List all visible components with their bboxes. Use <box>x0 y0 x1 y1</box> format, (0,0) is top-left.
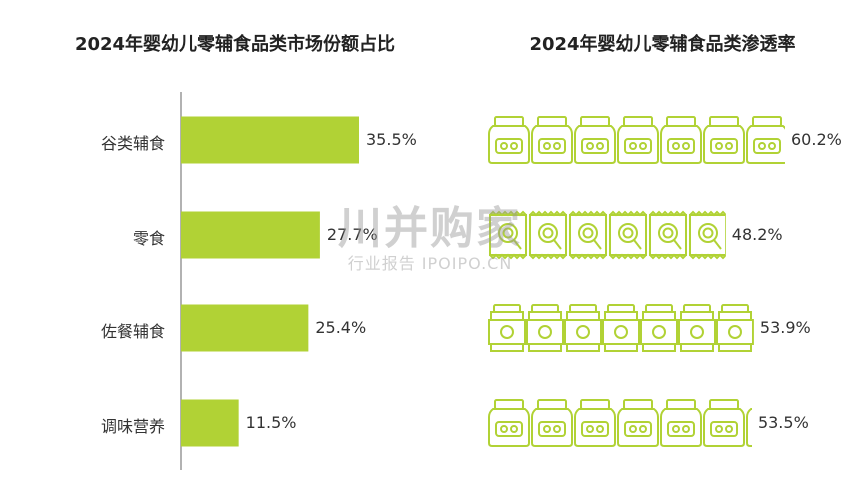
jar-icon <box>488 399 530 447</box>
can-icon <box>678 304 716 352</box>
jar-icon <box>703 399 745 447</box>
lollipop-pack-icon <box>689 211 726 259</box>
lollipop-pack-icon <box>489 211 527 259</box>
can-icon <box>640 304 678 352</box>
right-value-label: 60.2% <box>791 130 842 149</box>
left-value-label: 11.5% <box>245 413 297 432</box>
right-pictograph-bar-3 <box>488 399 752 447</box>
lollipop-pack-icon <box>649 211 687 259</box>
jar-icon <box>574 116 616 164</box>
lollipop-pack-icon <box>529 211 567 259</box>
lollipop-pack-icon <box>609 211 647 259</box>
left-category-label: 佐餐辅食 <box>100 322 165 341</box>
can-icon <box>526 304 564 352</box>
left-value-label: 35.5% <box>366 130 417 149</box>
right-chart-title: 2024年婴幼儿零辅食品类渗透率 <box>529 34 796 55</box>
right-value-label: 53.5% <box>757 413 809 432</box>
jar-icon <box>531 116 573 164</box>
jar-icon <box>703 116 745 164</box>
left-chart-title: 2024年婴幼儿零辅食品类市场份额占比 <box>74 34 396 55</box>
jar-icon <box>574 399 616 447</box>
jar-icon <box>531 399 573 447</box>
right-pictograph-bar-0 <box>488 116 785 164</box>
left-bar-0 <box>181 116 359 164</box>
left-category-label: 谷类辅食 <box>100 134 165 153</box>
left-value-label: 25.4% <box>315 318 367 337</box>
left-category-label: 调味营养 <box>100 417 165 436</box>
right-pictograph-bar-2 <box>488 304 754 352</box>
left-bar-3 <box>181 399 239 447</box>
can-icon <box>716 304 754 352</box>
right-pictograph-bar-1 <box>489 211 726 259</box>
left-bar-2 <box>181 304 309 352</box>
can-icon <box>488 304 526 352</box>
can-icon <box>602 304 640 352</box>
jar-icon <box>617 116 659 164</box>
can-icon <box>564 304 602 352</box>
right-value-label: 48.2% <box>731 225 783 244</box>
lollipop-pack-icon <box>569 211 607 259</box>
jar-icon <box>660 116 702 164</box>
jar-icon <box>617 399 659 447</box>
jar-icon <box>488 116 530 164</box>
right-value-label: 53.9% <box>759 318 811 337</box>
jar-icon <box>746 116 785 164</box>
left-category-label: 零食 <box>132 229 165 248</box>
left-bar-1 <box>181 211 320 259</box>
jar-icon <box>660 399 702 447</box>
left-value-label: 27.7% <box>326 225 378 244</box>
